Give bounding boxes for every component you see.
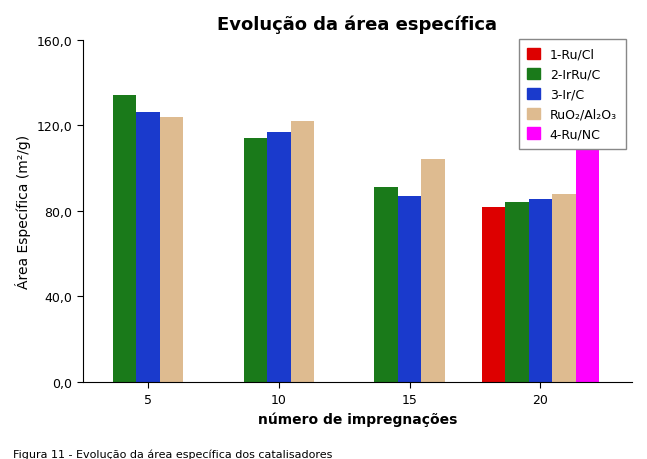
Bar <box>421 160 445 382</box>
Bar <box>553 194 576 382</box>
X-axis label: número de impregnações: número de impregnações <box>258 411 457 425</box>
Bar <box>576 130 599 382</box>
Bar <box>113 96 137 382</box>
Bar <box>291 122 314 382</box>
Bar <box>481 207 505 382</box>
Bar <box>505 203 529 382</box>
Bar <box>160 118 183 382</box>
Bar <box>243 139 267 382</box>
Bar <box>529 200 553 382</box>
Text: Figura 11 - Evolução da área específica dos catalisadores: Figura 11 - Evolução da área específica … <box>13 448 333 459</box>
Bar <box>375 188 398 382</box>
Legend: 1-Ru/Cl, 2-IrRu/C, 3-Ir/C, RuO₂/Al₂O₃, 4-Ru/NC: 1-Ru/Cl, 2-IrRu/C, 3-Ir/C, RuO₂/Al₂O₃, 4… <box>519 40 626 150</box>
Bar <box>267 132 291 382</box>
Title: Evolução da área específica: Evolução da área específica <box>217 15 498 34</box>
Y-axis label: Área Específica (m²/g): Área Específica (m²/g) <box>15 134 31 288</box>
Bar <box>398 196 421 382</box>
Bar <box>137 113 160 382</box>
